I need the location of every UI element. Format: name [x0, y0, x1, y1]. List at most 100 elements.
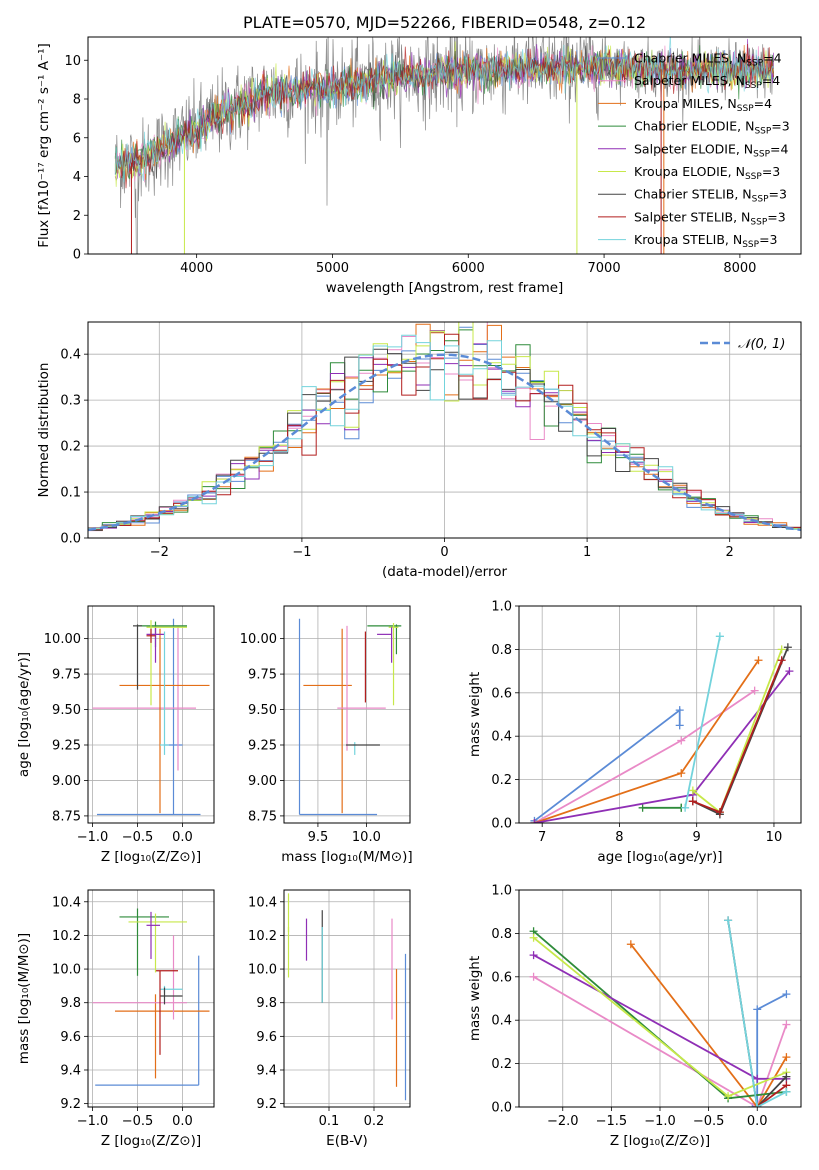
- mass-weight-marker-chabrier_miles: [675, 721, 684, 730]
- frame-spectrum: 4000 5000 6000 7000 8000 0 2 4 6 8 10 wavelength [A…: [36, 13, 802, 296]
- y-tick-label: 9.25: [248, 738, 277, 753]
- y-tick-label: 10: [64, 54, 81, 69]
- y-axis-label: Normed distribution: [36, 363, 52, 498]
- mass-weight-marker-salpeter_elodie: [785, 667, 794, 676]
- legend-entry: Chabrier MILES, NSSP=4: [634, 51, 782, 69]
- y-tick-label: 0: [73, 248, 81, 263]
- legend-entry: Chabrier STELIB, NSSP=3: [634, 187, 787, 205]
- x-axis-label: Z [log₁₀(Z/Z⊙)]: [101, 1133, 201, 1149]
- mass-weight-marker-chabrier_miles: [675, 706, 684, 715]
- y-tick-label: 9.6: [60, 1030, 81, 1045]
- axes-mass_vs_Z: −1.0 −0.5 0.0 9.2 9.4 9.6 9.8 10.0 10.2 10.4 Z [lo…: [16, 889, 215, 1149]
- legend-entry: Salpeter MILES, NSSP=4: [634, 73, 780, 91]
- frame-mass_vs_Z: −1.0 −0.5 0.0 9.2 9.4 9.6 9.8 10.0 10.2 10.4 Z [lo…: [16, 889, 215, 1149]
- mass-weight-marker-kroupa_miles: [677, 769, 686, 778]
- y-tick-label: 8: [73, 93, 81, 108]
- axes-frame: [87, 889, 215, 1108]
- x-tick-label: 4000: [180, 261, 213, 276]
- axes-frame: [283, 605, 411, 824]
- frame-mass_vs_ebv: 0.1 0.2 9.2 9.4 9.6 9.8 10.0 10.2 10.4 E(B-V): [248, 889, 411, 1149]
- x-axis-label: (data-model)/error: [382, 564, 508, 580]
- x-tick-label: 5000: [316, 261, 349, 276]
- axes-spectrum: 4000 5000 6000 7000 8000 0 2 4 6 8 10 wavelength [A…: [36, 13, 802, 296]
- x-tick-label: 6000: [452, 261, 485, 276]
- x-tick-label: 0.2: [364, 1114, 385, 1129]
- residual-histogram-salpeter_elodie: [88, 330, 801, 529]
- x-tick-label: 0: [440, 545, 448, 560]
- y-tick-label: 9.75: [52, 668, 81, 683]
- chart-title: PLATE=0570, MJD=52266, FIBERID=0548, z=0…: [243, 13, 646, 32]
- plot-area-age_vs_Z: [92, 618, 210, 816]
- plot-area-mass_weight_vs_age: [530, 632, 794, 823]
- x-tick-label: 8000: [723, 261, 756, 276]
- y-tick-label: 0.6: [491, 970, 512, 985]
- y-tick-label: 9.4: [60, 1063, 81, 1078]
- y-tick-label: 6: [73, 131, 81, 146]
- y-tick-label: 10.00: [44, 632, 81, 647]
- y-axis-label: age [log₁₀(age/yr)]: [16, 652, 32, 777]
- mass-weight-marker-kroupa_miles: [754, 656, 763, 665]
- y-tick-label: 0.2: [60, 440, 81, 455]
- mass-weight-marker-chabrier_miles: [753, 1005, 762, 1014]
- y-axis-label: mass weight: [467, 956, 483, 1041]
- x-tick-label: −0.5: [122, 1114, 154, 1129]
- mass-weight-marker-kroupa_elodie: [688, 786, 697, 795]
- x-tick-label: −2.0: [547, 1114, 579, 1129]
- y-tick-label: 0.0: [60, 532, 81, 547]
- y-tick-label: 9.00: [52, 774, 81, 789]
- mass-weight-marker-chabrier_miles: [782, 990, 791, 999]
- y-tick-label: 10.4: [52, 895, 81, 910]
- x-tick-label: 7: [538, 830, 546, 845]
- x-axis-label: Z [log₁₀(Z/Z⊙)]: [101, 849, 201, 865]
- x-axis-label: E(B-V): [326, 1133, 368, 1149]
- mass-weight-marker-kroupa_elodie: [529, 933, 538, 942]
- y-tick-label: 9.50: [52, 703, 81, 718]
- mass-weight-line-chabrier_miles: [752, 993, 787, 1107]
- mass-weight-marker-kroupa_stelib: [681, 803, 690, 812]
- x-tick-label: −1.5: [596, 1114, 628, 1129]
- mass-weight-line-kroupa_miles: [630, 943, 788, 1107]
- axes-frame: [87, 36, 802, 255]
- y-tick-label: 0.0: [491, 817, 512, 832]
- legend-entry: Salpeter STELIB, NSSP=3: [634, 209, 786, 227]
- mass-weight-marker-salpeter_stelib: [688, 797, 697, 806]
- axes-residuals: −2 −1 0 1 2 0.0 0.1 0.2 0.3 0.4 (data-model)/error…: [36, 321, 802, 580]
- y-tick-label: 10.00: [240, 632, 277, 647]
- frame-age_vs_mass: 9.5 10.0 8.75 9.00 9.25 9.50 9.75 10.00 mass [lo…: [240, 605, 413, 865]
- mass-weight-marker-kroupa_miles: [782, 1053, 791, 1062]
- mass-weight-marker-kroupa_miles: [626, 940, 635, 949]
- frame-residuals: −2 −1 0 1 2 0.0 0.1 0.2 0.3 0.4 (data-model)/error…: [36, 321, 802, 580]
- y-tick-label: 9.8: [60, 996, 81, 1011]
- x-tick-label: 9: [693, 830, 701, 845]
- x-tick-label: −2: [150, 545, 169, 560]
- y-tick-label: 8.75: [52, 809, 81, 824]
- x-tick-label: −1.0: [644, 1114, 676, 1129]
- y-tick-label: 0.3: [60, 394, 81, 409]
- mass-weight-marker-kroupa_stelib: [724, 916, 733, 925]
- x-tick-label: 7000: [588, 261, 621, 276]
- x-tick-label: 0.0: [747, 1114, 768, 1129]
- y-tick-label: 0.2: [491, 773, 512, 788]
- mass-weight-marker-salpeter_stelib: [715, 808, 724, 817]
- y-tick-label: 9.25: [52, 738, 81, 753]
- y-tick-label: 9.6: [256, 1030, 277, 1045]
- plot-area-age_vs_mass: [298, 618, 402, 816]
- mass-weight-marker-salpeter_miles: [750, 686, 759, 695]
- y-tick-label: 10.0: [52, 963, 81, 978]
- plot-area-mass_vs_ebv: [287, 893, 407, 1101]
- y-tick-label: 9.8: [256, 996, 277, 1011]
- y-tick-label: 0.2: [491, 1057, 512, 1072]
- mass-weight-marker-salpeter_elodie: [529, 951, 538, 960]
- y-tick-label: 0.8: [491, 927, 512, 942]
- mass-weight-marker-kroupa_stelib: [753, 1103, 762, 1107]
- y-tick-label: 0.8: [491, 643, 512, 658]
- mass-weight-line-kroupa_stelib: [684, 636, 721, 808]
- x-tick-label: 10: [766, 830, 783, 845]
- x-tick-label: −0.5: [693, 1114, 725, 1129]
- frame-age_vs_Z: −1.0 −0.5 0.0 8.75 9.00 9.25 9.50 9.75 10.00 Z [l…: [16, 605, 215, 865]
- x-tick-label: 0.0: [172, 1114, 193, 1129]
- axes-frame: [87, 605, 215, 824]
- y-tick-label: 9.4: [256, 1063, 277, 1078]
